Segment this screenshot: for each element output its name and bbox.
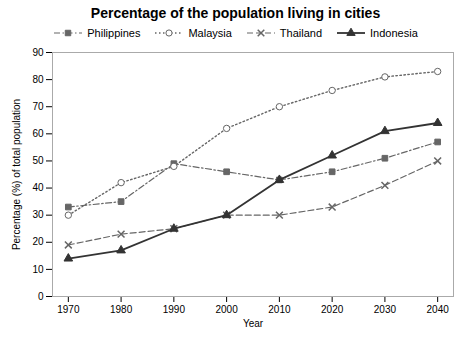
svg-text:1990: 1990 — [163, 304, 186, 315]
html-text:Malaysia: Malaysia — [188, 27, 232, 39]
svg-text:2030: 2030 — [374, 304, 397, 315]
svg-text:20: 20 — [32, 236, 44, 247]
svg-text:Percentage (%) of total popula: Percentage (%) of total population — [11, 99, 22, 250]
svg-text:90: 90 — [32, 47, 44, 58]
html-text:Thailand: Thailand — [279, 27, 322, 39]
svg-text:70: 70 — [32, 101, 44, 112]
svg-text:80: 80 — [32, 74, 44, 85]
html-text:Philippines: Philippines — [87, 27, 141, 39]
svg-text:Year: Year — [243, 318, 264, 329]
svg-text:50: 50 — [32, 155, 44, 166]
html-text:Percentage of the population l: Percentage of the population living in c… — [90, 5, 381, 21]
svg-text:1980: 1980 — [110, 304, 133, 315]
svg-text:2020: 2020 — [321, 304, 344, 315]
svg-text:1970: 1970 — [57, 304, 80, 315]
svg-text:2000: 2000 — [215, 304, 238, 315]
svg-text:2010: 2010 — [268, 304, 291, 315]
svg-text:60: 60 — [32, 128, 44, 139]
svg-text:2040: 2040 — [427, 304, 450, 315]
html-text:Indonesia: Indonesia — [370, 27, 418, 39]
svg-text:10: 10 — [32, 264, 44, 275]
svg-text:30: 30 — [32, 209, 44, 220]
svg-text:40: 40 — [32, 182, 44, 193]
svg-text:0: 0 — [38, 291, 44, 302]
